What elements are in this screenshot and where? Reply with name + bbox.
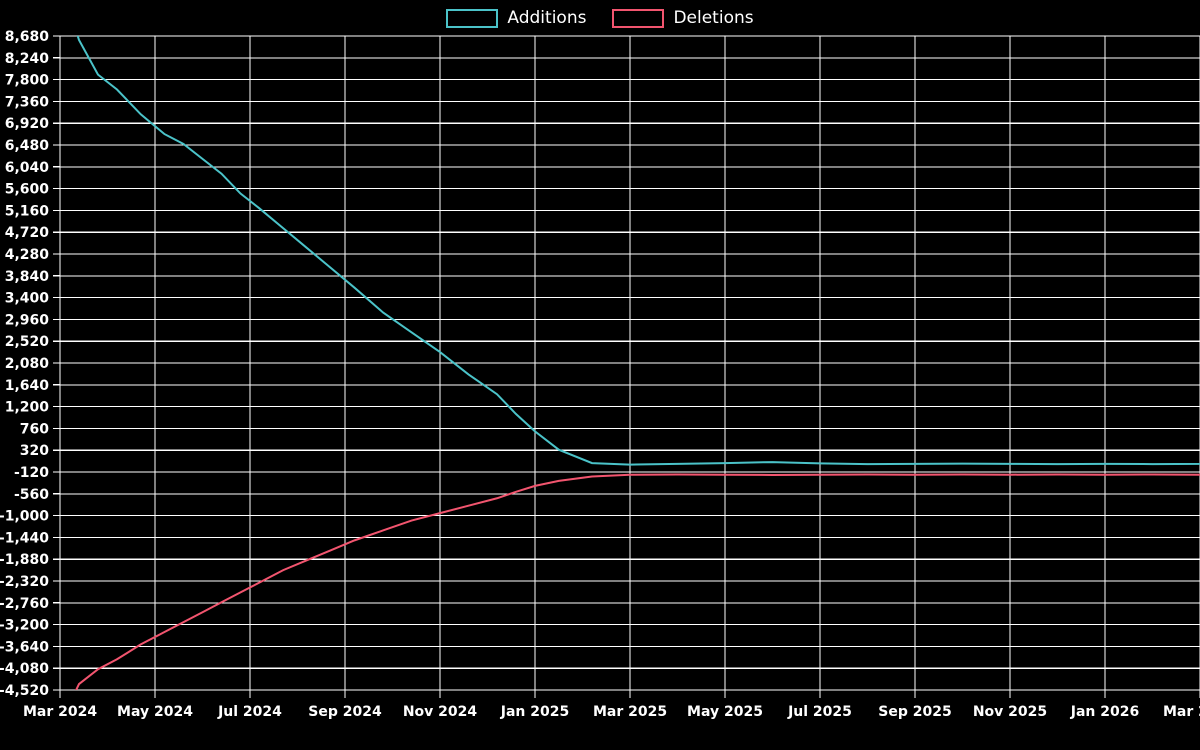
y-tick-label: -3,200: [0, 618, 49, 634]
y-axis-labels: 8,680 8,240 7,800 7,360 6,920 6,480 6,040 5,600…: [0, 29, 49, 699]
x-axis-tickmarks: [59, 690, 1200, 698]
y-tick-label: 760: [20, 421, 49, 437]
y-tick-label: 1,640: [5, 378, 50, 394]
y-tick-label: 2,080: [5, 356, 50, 372]
y-tick-label: 7,800: [5, 73, 50, 89]
y-tick-label: 4,720: [5, 225, 50, 241]
y-tick-label: -1,880: [0, 552, 49, 568]
y-tick-label: -2,320: [0, 574, 49, 590]
x-tick-label: Jan 2025: [500, 704, 569, 720]
x-tick-label: Mar 2025: [593, 704, 667, 720]
legend-item-deletions[interactable]: Deletions: [612, 7, 754, 28]
series-group: [75, 36, 1200, 690]
y-tick-label: 7,360: [5, 94, 50, 110]
y-tick-label: 5,600: [5, 182, 50, 198]
y-tick-label: -3,640: [0, 639, 49, 655]
y-tick-label: 4,280: [5, 247, 50, 263]
chart-legend: Additions Deletions: [0, 0, 1200, 36]
y-tick-label: -120: [14, 465, 49, 481]
x-tick-label: May 2025: [687, 704, 763, 720]
y-tick-label: 3,400: [5, 291, 50, 307]
x-tick-label: Sep 2025: [878, 704, 951, 720]
x-tick-label: Mar 2024: [23, 704, 97, 720]
legend-swatch-icon-deletions: [612, 8, 665, 28]
x-tick-label: May 2024: [117, 704, 193, 720]
x-tick-label: Jan 2026: [1070, 704, 1139, 720]
y-tick-label: -4,520: [0, 683, 49, 699]
legend-label-additions: Additions: [507, 7, 587, 28]
x-tick-label: Mar 2026: [1163, 704, 1200, 720]
y-tick-label: 6,480: [5, 138, 50, 154]
y-tick-label: 5,160: [5, 203, 50, 219]
legend-swatch-icon-additions: [446, 8, 499, 28]
series-line-deletions: [75, 473, 1200, 690]
y-axis-tickmarks: [53, 35, 60, 691]
y-tick-label: 320: [20, 443, 49, 459]
legend-label-deletions: Deletions: [673, 7, 754, 28]
y-tick-label: 8,680: [5, 29, 50, 45]
y-tick-label: 2,960: [5, 312, 50, 328]
x-tick-label: Nov 2024: [403, 704, 478, 720]
legend-item-additions[interactable]: Additions: [446, 7, 587, 28]
y-tick-label: -560: [14, 487, 49, 503]
y-tick-label: -4,080: [0, 661, 49, 677]
x-tick-label: Jul 2024: [217, 704, 282, 720]
y-tick-label: -1,440: [0, 530, 49, 546]
y-tick-label: -1,000: [0, 509, 49, 525]
y-tick-label: 6,920: [5, 116, 50, 132]
x-axis-labels: Mar 2024 May 2024 Jul 2024 Sep 2024 Nov 2024…: [23, 704, 1200, 720]
y-tick-label: 2,520: [5, 334, 50, 350]
y-tick-label: 3,840: [5, 269, 50, 285]
series-line-additions: [76, 36, 1200, 466]
x-tick-label: Jul 2025: [787, 704, 852, 720]
y-tick-label: -2,760: [0, 596, 49, 612]
y-tick-label: 1,200: [5, 400, 50, 416]
y-tick-label: 8,240: [5, 51, 50, 67]
y-tick-label: 6,040: [5, 160, 50, 176]
x-tick-label: Nov 2025: [973, 704, 1047, 720]
x-tick-label: Sep 2024: [308, 704, 382, 720]
